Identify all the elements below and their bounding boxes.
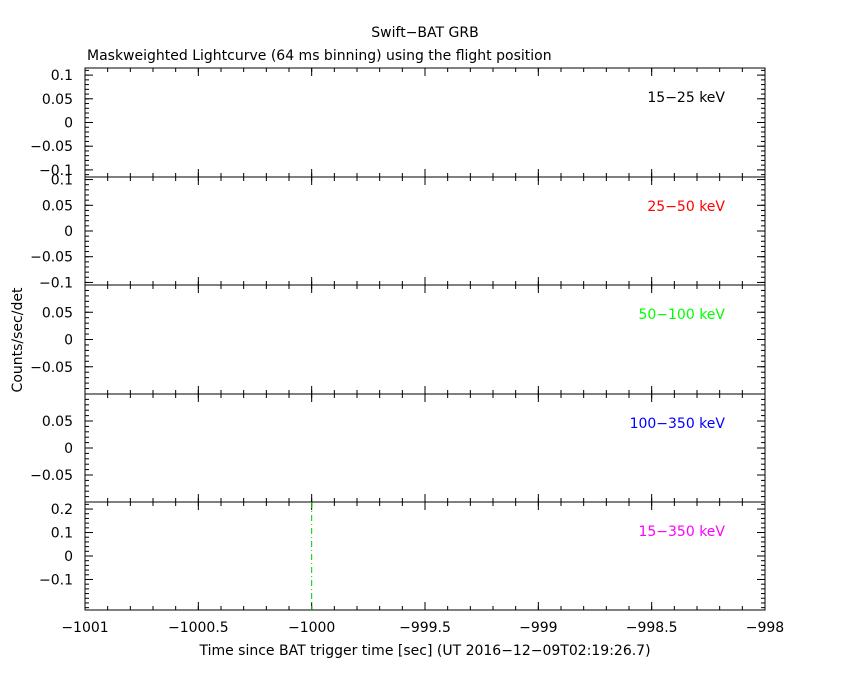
y-tick-label: −0.1	[39, 163, 73, 179]
band-label: 50−100 keV	[638, 307, 725, 323]
y-tick-label: 0.1	[51, 526, 73, 542]
y-tick-label: 0	[64, 441, 73, 457]
x-tick-label: −998	[746, 620, 784, 636]
x-tick-label: −1000	[288, 620, 335, 636]
panel-3: 0.05 0 −0.05 100−350 keV	[30, 393, 766, 503]
panel-2: 0.05 0 −0.05 50−100 keV	[30, 284, 766, 395]
y-tick-label: 0.2	[51, 502, 73, 518]
panel-0: 0.1 0.05 0 −0.05 −0.1 15−25 keV	[30, 67, 766, 179]
band-label: 25−50 keV	[647, 199, 725, 215]
y-tick-label: 0	[64, 549, 73, 565]
x-tick-label: −999	[519, 620, 557, 636]
y-tick-label: 0	[64, 333, 73, 349]
y-tick-label: 0.05	[42, 414, 73, 430]
y-tick-label: 0.05	[42, 305, 73, 321]
panel-frame	[84, 501, 766, 611]
y-tick-label: 0.1	[51, 68, 73, 84]
y-tick-label: 0	[64, 224, 73, 240]
panel-frame	[84, 284, 766, 395]
x-tick-label: −1001	[61, 620, 108, 636]
panels-group: 0.1 0.05 0 −0.05 −0.1 15−25 keV 0.1 0.05 0 −0.05 −…	[30, 67, 766, 611]
x-tick-labels: −1001 −1000.5 −1000 −999.5 −999 −998.5 −998	[61, 620, 784, 636]
y-tick-label: −0.1	[39, 275, 73, 291]
y-tick-label: −0.05	[30, 468, 73, 484]
y-tick-label: 0.05	[42, 198, 73, 214]
x-axis-label: Time since BAT trigger time [sec] (UT 20…	[198, 643, 650, 659]
y-tick-label: −0.1	[39, 572, 73, 588]
y-tick-label: 0.05	[42, 92, 73, 108]
band-label: 15−25 keV	[647, 90, 725, 106]
y-tick-label: 0	[64, 116, 73, 132]
chart-title: Swift−BAT GRB	[371, 25, 478, 41]
panel-frame	[84, 67, 766, 178]
y-tick-label: −0.05	[30, 360, 73, 376]
panel-frame	[84, 393, 766, 503]
y-tick-label: −0.05	[30, 139, 73, 155]
x-tick-label: −1000.5	[168, 620, 229, 636]
x-tick-label: −999.5	[399, 620, 451, 636]
band-label: 100−350 keV	[630, 416, 726, 432]
chart-subtitle: Maskweighted Lightcurve (64 ms binning) …	[87, 48, 552, 64]
panel-frame	[84, 176, 766, 286]
panel-4: 0.2 0.1 0 −0.1 15−350 keV	[39, 501, 766, 611]
y-tick-label: 0.1	[51, 173, 73, 189]
band-label: 15−350 keV	[638, 524, 725, 540]
x-tick-label: −998.5	[626, 620, 678, 636]
y-tick-label: −0.05	[30, 250, 73, 266]
y-axis-label: Counts/sec/det	[10, 287, 26, 392]
panel-1: 0.1 0.05 0 −0.05 −0.1 25−50 keV	[30, 173, 766, 291]
